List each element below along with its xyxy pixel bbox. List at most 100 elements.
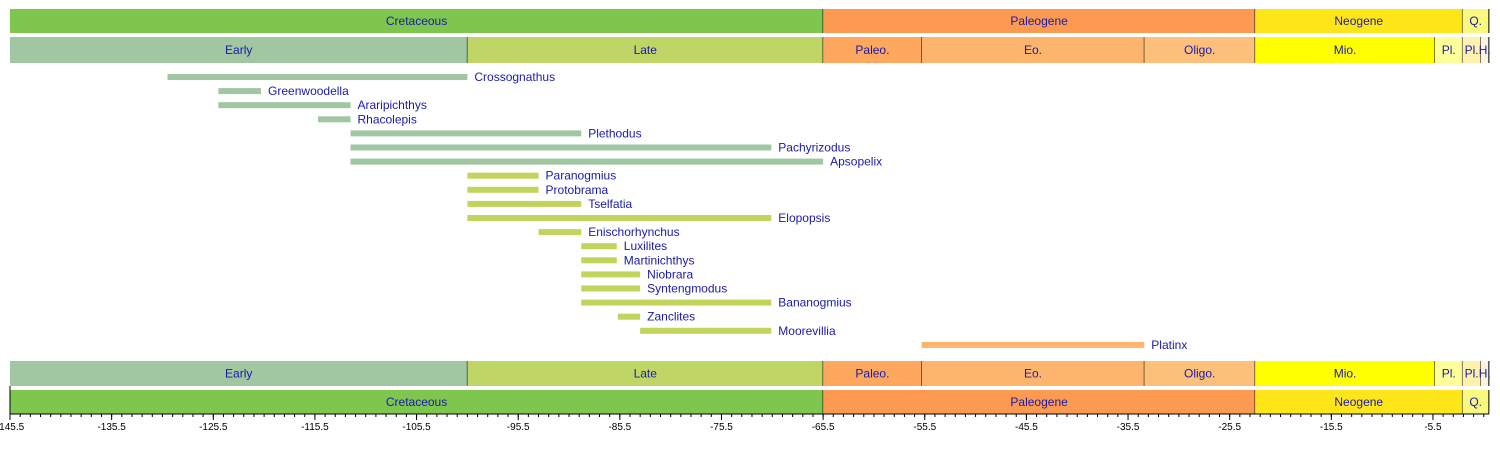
x-tick-label: -35.5 bbox=[1117, 422, 1140, 433]
epoch-label: H. bbox=[1479, 367, 1491, 381]
epoch-band bbox=[1255, 37, 1435, 63]
period-label: Paleogene bbox=[1010, 395, 1068, 409]
taxon-range-bar bbox=[581, 299, 772, 306]
epoch-label: Early bbox=[225, 43, 252, 57]
x-tick-label: -115.5 bbox=[301, 422, 329, 433]
epoch-band bbox=[10, 37, 468, 63]
x-tick-label: -5.5 bbox=[1424, 422, 1442, 433]
x-tick-label: -125.5 bbox=[199, 422, 228, 433]
taxon-range-bar bbox=[467, 215, 772, 221]
taxon-range-bar bbox=[467, 200, 582, 207]
epoch-band bbox=[823, 37, 922, 63]
x-tick-label: -95.5 bbox=[507, 422, 530, 433]
taxon-label: Apsopelix bbox=[830, 155, 882, 169]
taxon-range-bar bbox=[538, 229, 582, 236]
taxon-range-bar bbox=[350, 130, 582, 137]
epoch-band bbox=[1144, 37, 1256, 63]
taxon-range-bar bbox=[167, 74, 468, 80]
epoch-band bbox=[1462, 37, 1481, 63]
period-band bbox=[10, 9, 824, 33]
epoch-band bbox=[10, 361, 468, 386]
taxon-range-bar bbox=[218, 102, 351, 109]
period-label: Cretaceous bbox=[386, 395, 447, 409]
epoch-band bbox=[467, 37, 824, 63]
x-tick-label: -65.5 bbox=[812, 422, 835, 433]
period-band bbox=[1255, 9, 1463, 33]
taxon-label: Martinichthys bbox=[624, 253, 695, 267]
epoch-band bbox=[921, 361, 1145, 386]
epoch-band bbox=[1462, 361, 1481, 386]
epoch-label: H. bbox=[1479, 43, 1491, 57]
taxon-label: Niobrara bbox=[647, 267, 693, 281]
taxon-range-bar bbox=[921, 341, 1145, 348]
taxon-range-bar bbox=[467, 172, 539, 179]
epoch-label: Eo. bbox=[1024, 43, 1042, 57]
x-tick-label: -75.5 bbox=[710, 422, 733, 433]
period-label: Neogene bbox=[1334, 395, 1383, 409]
epoch-label: Oligo. bbox=[1184, 43, 1215, 57]
epoch-label: Early bbox=[225, 367, 252, 381]
taxon-label: Araripichthys bbox=[357, 98, 426, 112]
taxon-range-bar bbox=[581, 243, 617, 250]
epoch-label: Mio. bbox=[1334, 43, 1357, 57]
taxon-label: Zanclites bbox=[647, 310, 695, 324]
taxon-label: Enischorhynchus bbox=[588, 225, 679, 239]
taxon-range-bar bbox=[467, 186, 539, 193]
epoch-label: Pl. bbox=[1442, 43, 1456, 57]
epoch-label: Eo. bbox=[1024, 367, 1042, 381]
x-tick-label: -105.5 bbox=[402, 422, 431, 433]
x-tick-label: -85.5 bbox=[608, 422, 631, 433]
taxon-range-bar bbox=[218, 88, 262, 95]
epoch-label: Late bbox=[634, 367, 658, 381]
taxon-label: Moorevillia bbox=[778, 324, 836, 338]
taxon-label: Greenwoodella bbox=[268, 84, 349, 98]
x-tick-label: -25.5 bbox=[1218, 422, 1241, 433]
period-band bbox=[823, 9, 1256, 33]
epoch-band bbox=[823, 361, 922, 386]
period-label: Paleogene bbox=[1010, 14, 1068, 28]
taxon-label: Paranogmius bbox=[546, 169, 617, 183]
taxon-range-bar bbox=[581, 257, 617, 264]
x-tick-label: -55.5 bbox=[913, 422, 936, 433]
epoch-band bbox=[1480, 37, 1489, 63]
epoch-label: Oligo. bbox=[1184, 367, 1215, 381]
taxon-label: Syntengmodus bbox=[647, 282, 727, 296]
taxon-range-bar bbox=[581, 285, 641, 292]
taxon-range-bar bbox=[581, 271, 641, 278]
taxon-label: Tselfatia bbox=[588, 197, 632, 211]
period-band bbox=[10, 390, 824, 414]
period-band bbox=[823, 390, 1256, 414]
taxon-label: Plethodus bbox=[588, 126, 641, 140]
x-tick-label: -145.5 bbox=[0, 422, 25, 433]
taxon-range-bar bbox=[350, 158, 824, 165]
epoch-band bbox=[921, 37, 1145, 63]
taxon-label: Rhacolepis bbox=[357, 112, 416, 126]
epoch-band bbox=[1434, 361, 1463, 386]
period-band bbox=[1255, 390, 1463, 414]
epoch-label: Pl. bbox=[1465, 367, 1479, 381]
epoch-band bbox=[1255, 361, 1435, 386]
taxon-range-bar bbox=[317, 116, 351, 123]
period-label: Cretaceous bbox=[386, 14, 447, 28]
epoch-label: Late bbox=[634, 43, 658, 57]
epoch-label: Paleo. bbox=[855, 367, 889, 381]
period-band bbox=[1462, 390, 1489, 414]
period-label: Q. bbox=[1469, 14, 1482, 28]
taxon-label: Crossognathus bbox=[474, 70, 555, 84]
period-label: Q. bbox=[1469, 395, 1482, 409]
epoch-band bbox=[467, 361, 824, 386]
taxon-label: Platinx bbox=[1151, 338, 1187, 352]
taxon-label: Elopopsis bbox=[778, 211, 830, 225]
taxon-label: Pachyrizodus bbox=[778, 141, 850, 155]
taxon-label: Protobrama bbox=[546, 183, 609, 197]
epoch-label: Pl. bbox=[1442, 367, 1456, 381]
period-band bbox=[1462, 9, 1489, 33]
taxon-range-bar bbox=[640, 327, 772, 334]
taxon-range-bar bbox=[350, 144, 772, 151]
epoch-label: Paleo. bbox=[855, 43, 889, 57]
taxon-range-bar bbox=[617, 313, 641, 320]
epoch-label: Pl. bbox=[1465, 43, 1479, 57]
epoch-label: Mio. bbox=[1334, 367, 1357, 381]
x-tick-label: -45.5 bbox=[1015, 422, 1038, 433]
x-tick-label: -15.5 bbox=[1320, 422, 1343, 433]
